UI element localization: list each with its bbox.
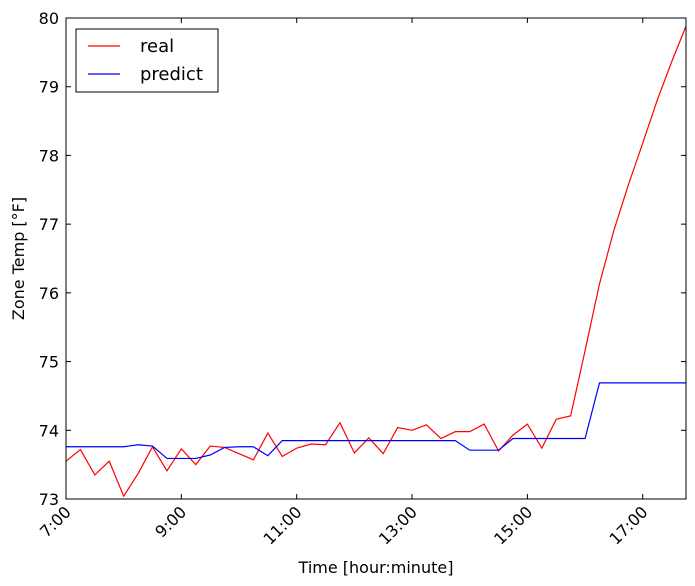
x-tick-label: 9:00: [151, 502, 190, 541]
legend-label-real: real: [140, 36, 174, 57]
y-axis-label: Zone Temp [°F]: [9, 197, 28, 320]
legend: real predict: [75, 28, 219, 93]
y-tick-label: 79: [39, 78, 59, 97]
x-tick-label: 17:00: [606, 502, 652, 548]
x-axis-ticks: 7:00 9:00 11:00 13:00 15:00 17:00: [36, 18, 652, 548]
x-tick-label: 13:00: [375, 502, 421, 548]
x-tick-label: 15:00: [490, 502, 536, 548]
y-axis-ticks: 73 74 75 76 77 78 79 80: [39, 9, 686, 509]
series-line-predict: [66, 382, 686, 460]
y-tick-label: 80: [39, 9, 59, 28]
y-tick-label: 77: [39, 215, 59, 234]
y-tick-label: 78: [39, 146, 59, 165]
x-axis-label: Time [hour:minute]: [298, 558, 454, 577]
plot-content: [66, 26, 686, 498]
y-tick-label: 76: [39, 284, 59, 303]
plot-frame: [65, 17, 687, 500]
legend-label-predict: predict: [140, 64, 203, 85]
axes: [65, 17, 687, 500]
y-tick-label: 74: [39, 421, 59, 440]
legend-box: [75, 28, 219, 93]
series-line-real: [66, 26, 686, 498]
y-tick-label: 73: [39, 490, 59, 509]
x-tick-label: 11:00: [259, 502, 305, 548]
y-tick-label: 75: [39, 353, 59, 372]
